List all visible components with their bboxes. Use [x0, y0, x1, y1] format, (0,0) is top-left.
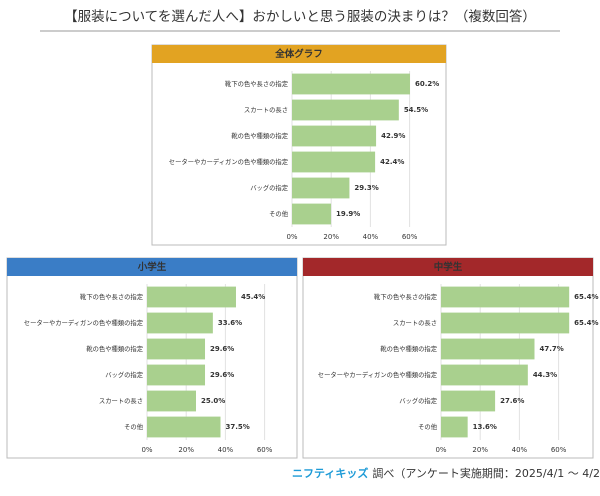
panel-header — [152, 45, 446, 63]
x-tick-label: 0% — [435, 446, 446, 454]
footer: ニフティキッズ 調べ（アンケート実施期間：2025/4/1 ～ 4/28） — [292, 466, 600, 480]
bar — [441, 312, 570, 334]
category-label: セーターやカーディガンの色や種類の指定 — [24, 318, 144, 327]
bar — [292, 99, 399, 121]
bar — [147, 312, 213, 334]
x-tick-label: 0% — [286, 233, 297, 241]
value-label: 37.5% — [226, 423, 250, 431]
x-tick-label: 20% — [178, 446, 194, 454]
panel-header — [7, 258, 297, 276]
category-label: スカートの長さ — [244, 106, 288, 114]
x-tick-label: 20% — [472, 446, 488, 454]
category-label: 靴の色や種類の指定 — [231, 131, 288, 140]
value-label: 27.6% — [500, 397, 524, 405]
bar — [441, 416, 468, 438]
value-label: 65.4% — [574, 319, 598, 327]
bar — [147, 390, 196, 412]
category-label: その他 — [269, 209, 289, 218]
x-tick-label: 60% — [402, 233, 418, 241]
value-label: 29.3% — [354, 184, 378, 192]
x-tick-label: 40% — [512, 446, 528, 454]
footer-note: 調べ（アンケート実施期間：2025/4/1 ～ 4/28） — [372, 466, 600, 480]
category-label: 靴下の色や長さの指定 — [225, 79, 289, 88]
category-label: その他 — [124, 422, 144, 431]
bar — [147, 286, 236, 308]
page-title: 【服装についてを選んだ人へ】おかしいと思う服装の決まりは？（複数回答） — [64, 8, 536, 25]
value-label: 60.2% — [415, 80, 439, 88]
category-label: 靴の色や種類の指定 — [86, 344, 143, 353]
category-label: セーターやカーディガンの色や種類の指定 — [318, 370, 438, 379]
category-label: セーターやカーディガンの色や種類の指定 — [169, 157, 289, 166]
value-label: 47.7% — [539, 345, 563, 353]
panel-title: 小学生 — [137, 261, 167, 273]
category-label: バッグの指定 — [250, 183, 288, 192]
bar — [292, 177, 350, 199]
category-label: バッグの指定 — [105, 370, 143, 379]
bar — [292, 151, 376, 173]
x-tick-label: 60% — [257, 446, 273, 454]
value-label: 65.4% — [574, 293, 598, 301]
category-label: 靴の色や種類の指定 — [380, 344, 437, 353]
x-tick-label: 0% — [141, 446, 152, 454]
x-tick-label: 60% — [551, 446, 567, 454]
category-label: その他 — [418, 422, 438, 431]
bar — [147, 364, 206, 386]
category-label: スカートの長さ — [99, 397, 143, 405]
category-label: 靴下の色や長さの指定 — [374, 292, 438, 301]
bar — [292, 125, 377, 147]
footer-logo: ニフティキッズ — [292, 466, 368, 480]
bar — [147, 338, 206, 360]
x-tick-label: 20% — [323, 233, 339, 241]
category-label: スカートの長さ — [393, 319, 437, 327]
value-label: 44.3% — [533, 371, 557, 379]
bar — [441, 286, 570, 308]
value-label: 29.6% — [210, 345, 234, 353]
value-label: 25.0% — [201, 397, 225, 405]
x-tick-label: 40% — [363, 233, 379, 241]
value-label: 42.4% — [380, 158, 404, 166]
bar — [441, 364, 528, 386]
value-label: 54.5% — [404, 106, 428, 114]
category-label: 靴下の色や長さの指定 — [80, 292, 144, 301]
value-label: 45.4% — [241, 293, 265, 301]
value-label: 19.9% — [336, 210, 360, 218]
bar — [147, 416, 221, 438]
panel-title: 中学生 — [434, 261, 463, 273]
category-label: バッグの指定 — [399, 396, 437, 405]
bar — [441, 390, 496, 412]
value-label: 29.6% — [210, 371, 234, 379]
value-label: 42.9% — [381, 132, 405, 140]
bar — [441, 338, 535, 360]
value-label: 13.6% — [473, 423, 497, 431]
value-label: 33.6% — [218, 319, 242, 327]
panel-title: 全体グラフ — [274, 48, 323, 60]
panel-header — [303, 258, 593, 276]
x-tick-label: 40% — [218, 446, 234, 454]
bar — [292, 73, 410, 95]
bar — [292, 203, 332, 225]
